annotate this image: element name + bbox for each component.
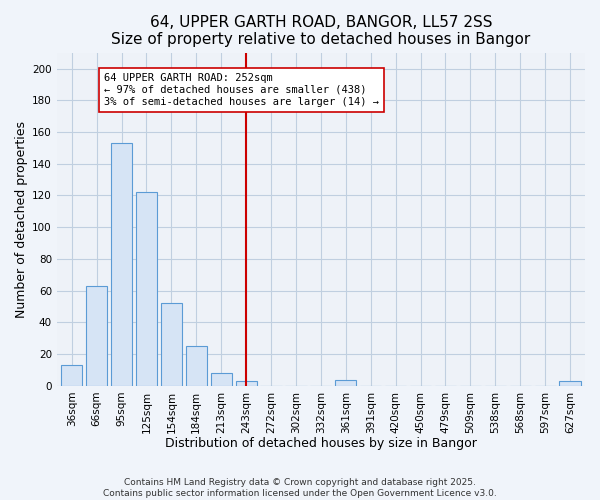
Bar: [335, 380, 356, 386]
Bar: [136, 192, 157, 386]
Text: 64 UPPER GARTH ROAD: 252sqm
← 97% of detached houses are smaller (438)
3% of sem: 64 UPPER GARTH ROAD: 252sqm ← 97% of det…: [104, 74, 379, 106]
Bar: [186, 346, 207, 386]
Bar: [236, 381, 257, 386]
Bar: [61, 365, 82, 386]
Title: 64, UPPER GARTH ROAD, BANGOR, LL57 2SS
Size of property relative to detached hou: 64, UPPER GARTH ROAD, BANGOR, LL57 2SS S…: [111, 15, 530, 48]
Text: Contains HM Land Registry data © Crown copyright and database right 2025.
Contai: Contains HM Land Registry data © Crown c…: [103, 478, 497, 498]
Y-axis label: Number of detached properties: Number of detached properties: [15, 121, 28, 318]
Bar: [211, 373, 232, 386]
X-axis label: Distribution of detached houses by size in Bangor: Distribution of detached houses by size …: [165, 437, 477, 450]
Bar: [559, 381, 581, 386]
Bar: [111, 143, 132, 386]
Bar: [161, 304, 182, 386]
Bar: [86, 286, 107, 386]
